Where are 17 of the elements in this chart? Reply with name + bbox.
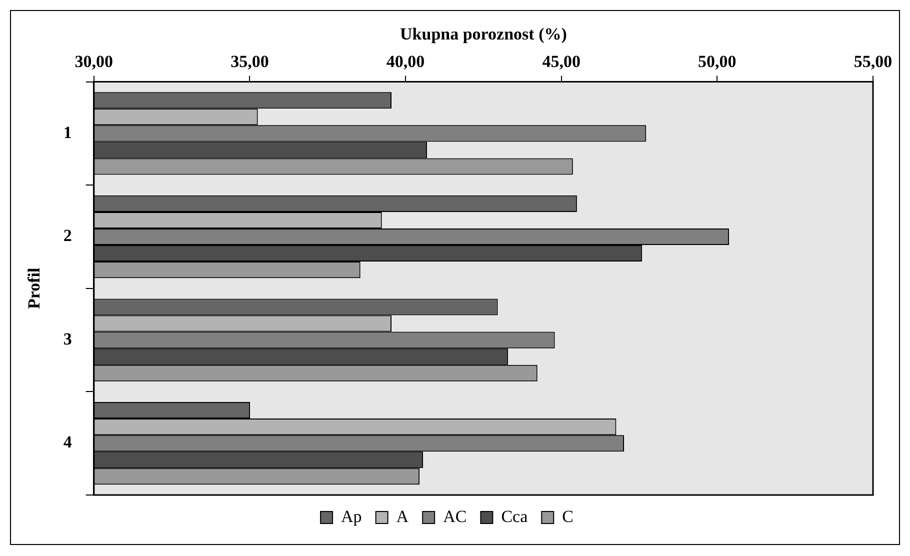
- legend-label: A: [396, 506, 410, 526]
- x-tick-label: 30,00: [74, 52, 114, 71]
- legend-label: Cca: [501, 506, 528, 526]
- y-tick-label: 2: [63, 226, 72, 246]
- x-tick-label: 35,00: [230, 52, 269, 71]
- x-tick-label: 40,00: [386, 52, 425, 71]
- legend-label: C: [562, 506, 574, 526]
- y-axis-title: Profil: [24, 268, 44, 310]
- x-tick-label: 50,00: [698, 52, 736, 71]
- legend-label: Ap: [341, 506, 362, 526]
- x-tick-label: 55,00: [854, 52, 892, 71]
- x-tick-label: 45,00: [542, 52, 580, 71]
- y-tick-label: 3: [63, 329, 72, 348]
- x-axis-title: Ukupna poroznost (%): [400, 24, 567, 44]
- legend-label: AC: [443, 506, 467, 526]
- y-tick-label: 4: [63, 432, 72, 452]
- y-tick-label: 1: [63, 122, 72, 142]
